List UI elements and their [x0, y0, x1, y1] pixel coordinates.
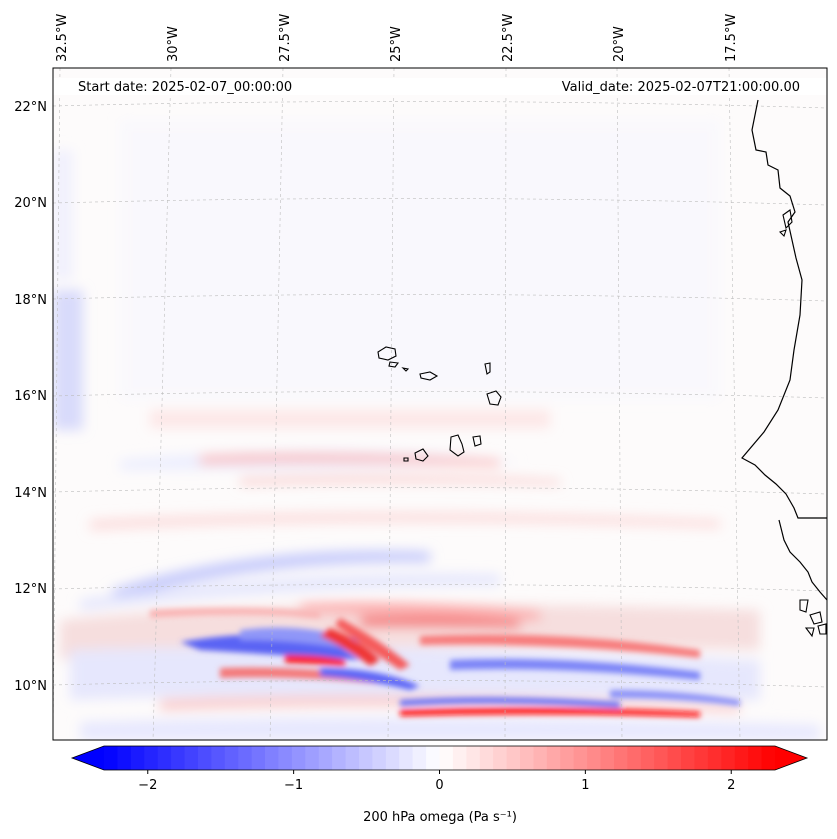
- colorbar-segments: [72, 746, 807, 770]
- lon-labels: 32.5°W 30°W 27.5°W 25°W 22.5°W 20°W 17.5…: [55, 14, 739, 62]
- colorbar-segment: [640, 746, 655, 770]
- lat-label: 22°N: [14, 100, 47, 115]
- colorbar-segment: [278, 746, 293, 770]
- colorbar-tick-label: −2: [138, 778, 157, 793]
- colorbar-segment: [600, 746, 615, 770]
- colorbar-segment: [627, 746, 642, 770]
- colorbar-label: 200 hPa omega (Pa s⁻¹): [363, 810, 517, 825]
- colorbar-segment: [721, 746, 736, 770]
- colorbar-segment: [681, 746, 695, 770]
- lon-label: 17.5°W: [724, 14, 739, 62]
- colorbar-ticks: −2 −1 0 1 2: [138, 770, 735, 793]
- colorbar-segment: [157, 746, 172, 770]
- colorbar-tick-label: −1: [284, 778, 303, 793]
- colorbar-segment: [291, 746, 306, 770]
- lat-label: 12°N: [14, 582, 47, 597]
- colorbar-segment: [251, 746, 266, 770]
- colorbar-segment: [506, 746, 521, 770]
- colorbar-segment: [130, 746, 145, 770]
- colorbar-segment: [197, 746, 212, 770]
- colorbar-segment: [707, 746, 722, 770]
- omega-field: [53, 120, 820, 740]
- colorbar-segment: [493, 746, 508, 770]
- colorbar-segment: [224, 746, 239, 770]
- start-date: Start date: 2025-02-07_00:00:00: [78, 80, 292, 95]
- valid-date: Valid_date: 2025-02-07T21:00:00.00: [562, 80, 800, 95]
- gridlines: [53, 68, 827, 740]
- colorbar-segment: [587, 746, 602, 770]
- omega-cores: [150, 607, 740, 717]
- lon-label: 30°W: [166, 26, 181, 62]
- colorbar-segment: [184, 746, 199, 770]
- colorbar-segment: [694, 746, 709, 770]
- lat-label: 16°N: [14, 389, 47, 404]
- colorbar-segment: [345, 746, 360, 770]
- colorbar-extend-min: [72, 746, 104, 770]
- colorbar-segment: [117, 746, 132, 770]
- colorbar-segment: [399, 746, 414, 770]
- colorbar-segment: [144, 746, 159, 770]
- map-frame: [52, 67, 828, 741]
- colorbar-segment: [734, 746, 749, 770]
- colorbar-segment: [761, 746, 776, 770]
- colorbar-segment: [520, 746, 534, 770]
- lon-label: 25°W: [389, 26, 404, 62]
- colorbar: −2 −1 0 1 2 200 hPa omega (Pa s⁻¹): [70, 745, 809, 825]
- colorbar-segment: [358, 746, 373, 770]
- lat-label: 20°N: [14, 196, 47, 211]
- header-strip: [53, 78, 827, 95]
- colorbar-tick-label: 2: [727, 778, 735, 793]
- lon-label: 22.5°W: [501, 14, 516, 62]
- colorbar-segment: [533, 746, 548, 770]
- colorbar-segment: [546, 746, 561, 770]
- map-panel: [53, 68, 827, 740]
- colorbar-segment: [667, 746, 682, 770]
- colorbar-tick-label: 1: [581, 778, 589, 793]
- colorbar-segment: [332, 746, 347, 770]
- colorbar-segment: [573, 746, 588, 770]
- colorbar-segment: [171, 746, 186, 770]
- colorbar-segment: [560, 746, 575, 770]
- colorbar-segment: [238, 746, 253, 770]
- colorbar-segment: [613, 746, 628, 770]
- cape-verde-islands: [377, 209, 827, 638]
- colorbar-extend-max: [775, 746, 807, 770]
- colorbar-segment: [748, 746, 763, 770]
- colorbar-segment: [654, 746, 669, 770]
- colorbar-segment: [466, 746, 481, 770]
- colorbar-tick-label: 0: [435, 778, 443, 793]
- colorbar-segment: [305, 746, 320, 770]
- colorbar-segment: [452, 746, 467, 770]
- lat-label: 14°N: [14, 486, 47, 501]
- colorbar-segment: [385, 746, 400, 770]
- lat-label: 10°N: [14, 679, 47, 694]
- colorbar-segment: [104, 746, 118, 770]
- coastline: [741, 99, 827, 601]
- lat-label: 18°N: [14, 293, 47, 308]
- colorbar-segment: [426, 746, 440, 770]
- lon-label: 32.5°W: [55, 14, 70, 62]
- colorbar-segment: [318, 746, 333, 770]
- colorbar-segment: [412, 746, 427, 770]
- lon-label: 20°W: [612, 26, 627, 62]
- lon-label: 27.5°W: [278, 14, 293, 62]
- colorbar-segment: [265, 746, 279, 770]
- colorbar-segment: [372, 746, 387, 770]
- colorbar-segment: [479, 746, 494, 770]
- colorbar-outline: [70, 745, 809, 771]
- colorbar-segment: [211, 746, 226, 770]
- colorbar-segment: [439, 746, 454, 770]
- lat-labels: 22°N 20°N 18°N 16°N 14°N 12°N 10°N: [14, 100, 47, 694]
